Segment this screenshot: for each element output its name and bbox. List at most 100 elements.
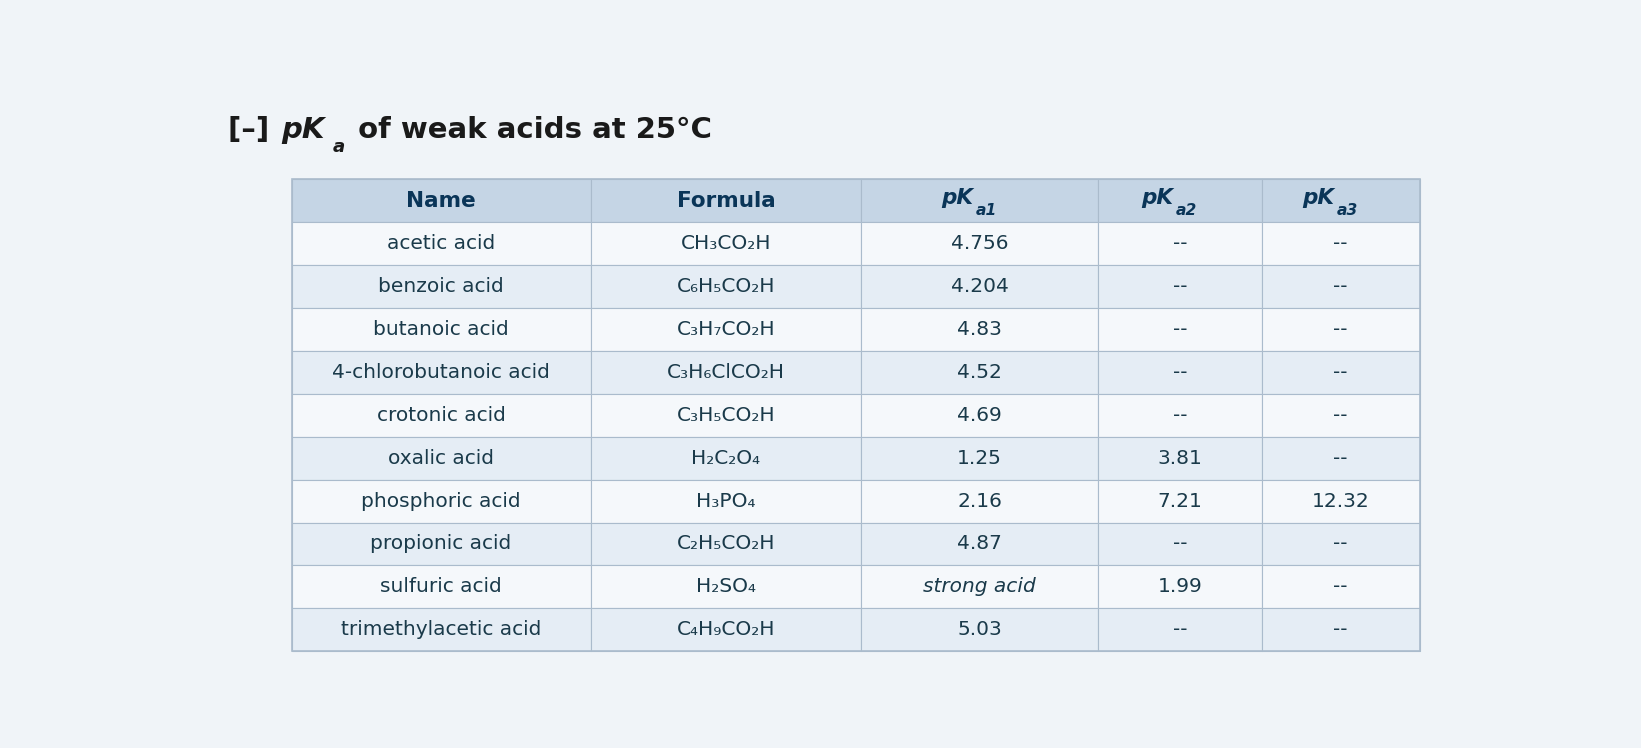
- Bar: [292, 179, 591, 222]
- Text: 2.16: 2.16: [957, 491, 1003, 511]
- Bar: [591, 565, 862, 608]
- Bar: [1098, 222, 1262, 265]
- Text: 7.21: 7.21: [1157, 491, 1203, 511]
- Text: a1: a1: [976, 203, 998, 218]
- Text: CH₃CO₂H: CH₃CO₂H: [681, 234, 771, 253]
- Bar: [862, 437, 1098, 479]
- Text: benzoic acid: benzoic acid: [377, 277, 504, 296]
- Text: 1.25: 1.25: [957, 449, 1003, 468]
- Bar: [591, 351, 862, 393]
- Text: --: --: [1334, 620, 1347, 640]
- Text: H₃PO₄: H₃PO₄: [696, 491, 755, 511]
- Text: propionic acid: propionic acid: [371, 535, 512, 554]
- Bar: [1262, 523, 1419, 565]
- Text: 4.69: 4.69: [957, 405, 1003, 425]
- Bar: [862, 308, 1098, 351]
- Text: 5.03: 5.03: [957, 620, 1003, 640]
- Bar: [862, 479, 1098, 523]
- Text: --: --: [1173, 234, 1186, 253]
- Text: strong acid: strong acid: [924, 577, 1035, 596]
- Bar: [862, 565, 1098, 608]
- Bar: [591, 265, 862, 308]
- Text: --: --: [1173, 535, 1186, 554]
- Text: --: --: [1334, 535, 1347, 554]
- Bar: [292, 479, 591, 523]
- Text: butanoic acid: butanoic acid: [373, 320, 509, 339]
- Text: acetic acid: acetic acid: [387, 234, 496, 253]
- Text: --: --: [1173, 277, 1186, 296]
- Bar: [1262, 565, 1419, 608]
- Text: a2: a2: [1177, 203, 1198, 218]
- Text: trimethylacetic acid: trimethylacetic acid: [341, 620, 542, 640]
- Bar: [1098, 308, 1262, 351]
- Bar: [862, 265, 1098, 308]
- Text: crotonic acid: crotonic acid: [377, 405, 505, 425]
- Bar: [862, 393, 1098, 437]
- Text: 4-chlorobutanoic acid: 4-chlorobutanoic acid: [331, 363, 550, 381]
- Text: --: --: [1334, 363, 1347, 381]
- Text: C₄H₉CO₂H: C₄H₉CO₂H: [676, 620, 775, 640]
- Text: Formula: Formula: [676, 191, 775, 210]
- Text: 4.204: 4.204: [950, 277, 1009, 296]
- Bar: [591, 608, 862, 652]
- Text: 4.83: 4.83: [957, 320, 1003, 339]
- Text: 4.756: 4.756: [952, 234, 1009, 253]
- Bar: [1098, 565, 1262, 608]
- Bar: [591, 437, 862, 479]
- Bar: [1262, 308, 1419, 351]
- Text: --: --: [1334, 449, 1347, 468]
- Text: C₆H₅CO₂H: C₆H₅CO₂H: [676, 277, 775, 296]
- Bar: [1098, 437, 1262, 479]
- Bar: [1262, 479, 1419, 523]
- Bar: [862, 179, 1098, 222]
- Text: oxalic acid: oxalic acid: [387, 449, 494, 468]
- Bar: [591, 308, 862, 351]
- Text: C₃H₆ClCO₂H: C₃H₆ClCO₂H: [666, 363, 784, 381]
- Bar: [292, 608, 591, 652]
- Bar: [292, 437, 591, 479]
- Bar: [292, 265, 591, 308]
- Text: a3: a3: [1337, 203, 1359, 218]
- Bar: [1262, 608, 1419, 652]
- Bar: [1098, 608, 1262, 652]
- Bar: [862, 608, 1098, 652]
- Text: H₂C₂O₄: H₂C₂O₄: [691, 449, 760, 468]
- Text: [–]: [–]: [228, 116, 279, 144]
- Bar: [1098, 393, 1262, 437]
- Text: --: --: [1173, 363, 1186, 381]
- Bar: [292, 351, 591, 393]
- Bar: [292, 308, 591, 351]
- Text: C₂H₅CO₂H: C₂H₅CO₂H: [676, 535, 775, 554]
- Bar: [1262, 351, 1419, 393]
- Text: H₂SO₄: H₂SO₄: [696, 577, 757, 596]
- Text: 3.81: 3.81: [1157, 449, 1203, 468]
- Text: 1.99: 1.99: [1157, 577, 1203, 596]
- Bar: [591, 179, 862, 222]
- Bar: [1098, 351, 1262, 393]
- Text: a: a: [331, 138, 345, 156]
- Bar: [862, 222, 1098, 265]
- Text: phosphoric acid: phosphoric acid: [361, 491, 520, 511]
- Text: 4.87: 4.87: [957, 535, 1003, 554]
- Text: sulfuric acid: sulfuric acid: [381, 577, 502, 596]
- Text: pK: pK: [1142, 188, 1173, 208]
- Text: C₃H₇CO₂H: C₃H₇CO₂H: [676, 320, 775, 339]
- Text: --: --: [1173, 405, 1186, 425]
- Bar: [292, 222, 591, 265]
- Text: pK: pK: [282, 116, 325, 144]
- Bar: [591, 479, 862, 523]
- Bar: [1098, 179, 1262, 222]
- Text: --: --: [1334, 320, 1347, 339]
- Text: pK: pK: [1303, 188, 1334, 208]
- Bar: [591, 222, 862, 265]
- Bar: [1262, 265, 1419, 308]
- Bar: [591, 393, 862, 437]
- Bar: [862, 523, 1098, 565]
- Bar: [1098, 265, 1262, 308]
- Bar: [1262, 393, 1419, 437]
- Text: --: --: [1334, 577, 1347, 596]
- Bar: [292, 523, 591, 565]
- Bar: [1262, 222, 1419, 265]
- Text: --: --: [1173, 620, 1186, 640]
- Text: Name: Name: [407, 191, 476, 210]
